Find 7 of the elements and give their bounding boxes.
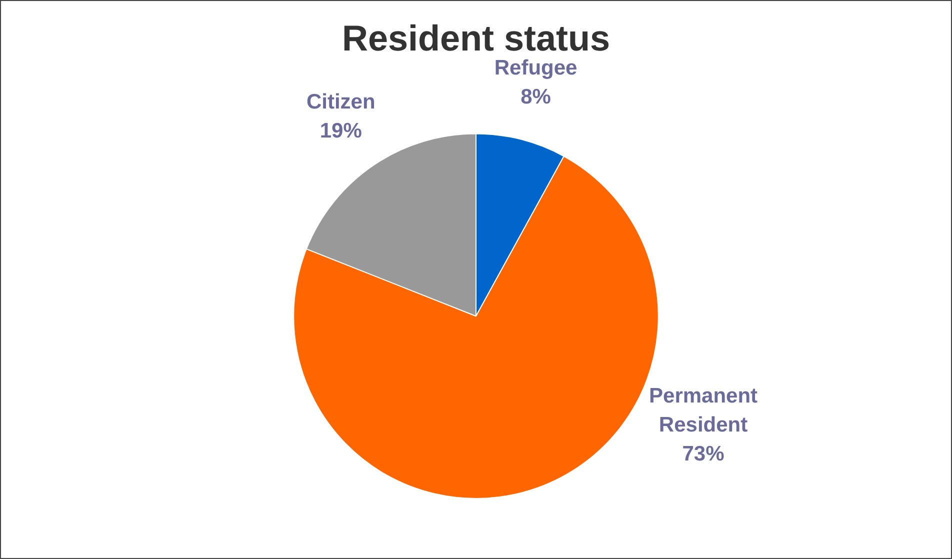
data-label: 19% [320,120,362,143]
slice-label: Permanent Resident [649,384,758,437]
data-label: 8% [520,86,552,109]
slice-label: Refugee [494,56,578,80]
slice-label: Citizen [306,90,376,114]
data-label: 73% [682,442,725,466]
chart-title: Resident status [342,18,610,59]
